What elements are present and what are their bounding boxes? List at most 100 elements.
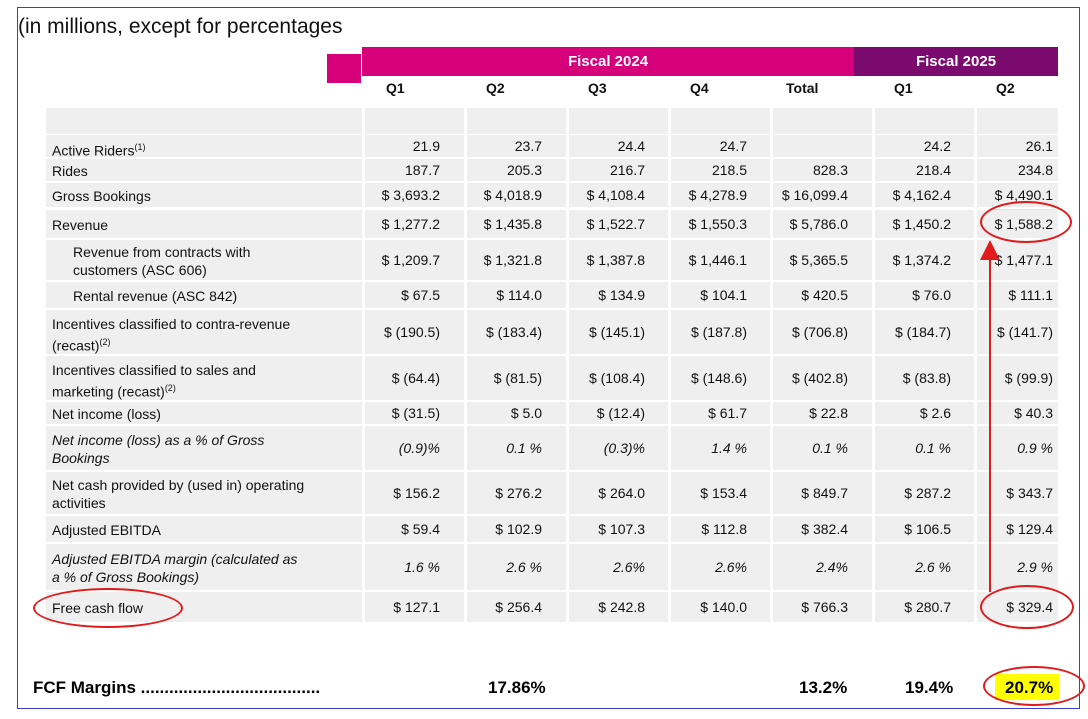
table-cell: $ 1,446.1 [688, 252, 747, 268]
column-separator [566, 108, 569, 626]
table-cell: $ (64.4) [391, 370, 440, 386]
table-cell: $ 4,108.4 [586, 187, 645, 203]
table-cell: 1.4 % [711, 440, 747, 456]
table-cell: $ (81.5) [493, 370, 542, 386]
table-cell: $ 134.9 [598, 287, 645, 303]
table-cell: $ 1,477.1 [994, 252, 1053, 268]
units-note: (in millions, except for percentages [18, 15, 343, 38]
table-cell: 2.6% [715, 559, 747, 575]
row-label: Adjusted EBITDA [52, 522, 161, 538]
table-cell: $ 1,321.8 [483, 252, 542, 268]
table-cell: 216.7 [609, 162, 645, 178]
table-cell: $ (145.1) [588, 324, 645, 340]
table-cell: $ (83.8) [902, 370, 951, 386]
table-cell: $ 61.7 [708, 405, 747, 421]
table-cell: $ (108.4) [588, 370, 645, 386]
table-cell: $ 59.4 [401, 521, 440, 537]
fcf-margin-q2-2025-circle [983, 666, 1085, 706]
fcf-margin-q2-2024: 17.86% [488, 678, 546, 697]
table-cell: $ 2.6 [919, 405, 951, 421]
table-cell: $ 382.4 [801, 521, 848, 537]
table-cell: $ 127.1 [393, 599, 440, 615]
fcf-margin-q1-2025: 19.4% [905, 678, 954, 697]
table-cell: 234.8 [1017, 162, 1053, 178]
table-cell: 24.2 [923, 138, 951, 154]
table-cell: 21.9 [412, 138, 440, 154]
table-cell: 24.4 [617, 138, 645, 154]
table-cell: $ 16,099.4 [781, 187, 848, 203]
table-cell: 1.6 % [404, 559, 440, 575]
table-cell: $ 40.3 [1014, 405, 1053, 421]
table-row [46, 210, 1058, 238]
table-cell: $ 102.9 [495, 521, 542, 537]
footnote-marker: (2) [164, 383, 176, 393]
screenshot-frame [17, 7, 1080, 709]
column-separator [668, 108, 671, 626]
table-cell: $ 1,209.7 [381, 252, 440, 268]
table-cell: 2.6 % [506, 559, 542, 575]
table-cell: $ (141.7) [996, 324, 1053, 340]
footnote-marker: (1) [134, 142, 146, 152]
table-row [46, 282, 1058, 308]
table-cell: $ 5,786.0 [789, 216, 848, 232]
row-label: Active Riders(1) [52, 142, 146, 159]
table-cell: 2.4% [816, 559, 848, 575]
table-cell: $ (148.6) [690, 370, 747, 386]
table-cell: $ 276.2 [495, 485, 542, 501]
table-cell: 0.1 % [506, 440, 542, 456]
table-cell: 23.7 [514, 138, 542, 154]
column-header-4: Total [786, 80, 819, 96]
free-cash-flow-label-circle [33, 588, 183, 628]
fiscal-2024-header: Fiscal 2024 [362, 47, 854, 76]
table-cell: $ 5,365.5 [789, 252, 848, 268]
table-cell: $ 22.8 [809, 405, 848, 421]
column-header-2: Q3 [588, 80, 607, 96]
column-separator [974, 108, 977, 626]
column-separator [872, 108, 875, 626]
table-cell: $ (184.7) [894, 324, 951, 340]
table-cell: $ 4,018.9 [483, 187, 542, 203]
table-cell: $ 1,374.2 [892, 252, 951, 268]
table-cell: $ 107.3 [598, 521, 645, 537]
table-row [46, 402, 1058, 424]
table-cell: $ 114.0 [496, 287, 542, 303]
row-label: Rental revenue (ASC 842) [73, 288, 238, 304]
column-header-5: Q1 [894, 80, 913, 96]
table-cell: (0.9)% [398, 440, 440, 456]
footnote-marker: (2) [99, 337, 111, 347]
spacer-row [46, 108, 1058, 134]
fcf-q2-2025-circle [980, 585, 1074, 629]
table-row [46, 426, 1058, 470]
table-cell: $ 1,450.2 [892, 216, 951, 232]
table-cell: (0.3)% [603, 440, 645, 456]
row-label: Incentives classified to contra-revenue(… [52, 316, 291, 354]
row-label: Gross Bookings [52, 188, 151, 204]
table-cell: 24.7 [719, 138, 747, 154]
table-cell: $ 264.0 [598, 485, 645, 501]
table-cell: $ 1,277.2 [381, 216, 440, 232]
table-cell: $ 1,522.7 [586, 216, 645, 232]
table-cell: 2.9 % [1017, 559, 1053, 575]
table-cell: $ (706.8) [791, 324, 848, 340]
table-cell: $ 3,693.2 [381, 187, 440, 203]
table-row [46, 592, 1058, 622]
table-cell: $ 104.1 [700, 287, 747, 303]
table-row [46, 310, 1058, 354]
row-label: Incentives classified to sales and market… [52, 362, 256, 400]
table-cell: $ 111.1 [1008, 287, 1053, 303]
table-cell: $ 766.3 [801, 599, 848, 615]
table-row [46, 472, 1058, 514]
table-cell: $ 106.5 [904, 521, 951, 537]
table-cell: 205.3 [506, 162, 542, 178]
table-cell: 0.1 % [915, 440, 951, 456]
table-row [46, 240, 1058, 280]
row-label: Revenue [52, 217, 109, 233]
column-separator [464, 108, 467, 626]
table-cell: $ (190.5) [383, 324, 440, 340]
table-cell: $ 67.5 [401, 287, 440, 303]
table-row [46, 356, 1058, 400]
table-cell: $ 242.8 [598, 599, 645, 615]
table-cell: $ (187.8) [690, 324, 747, 340]
table-cell: $ 280.7 [904, 599, 951, 615]
table-cell: $ 140.0 [700, 599, 747, 615]
